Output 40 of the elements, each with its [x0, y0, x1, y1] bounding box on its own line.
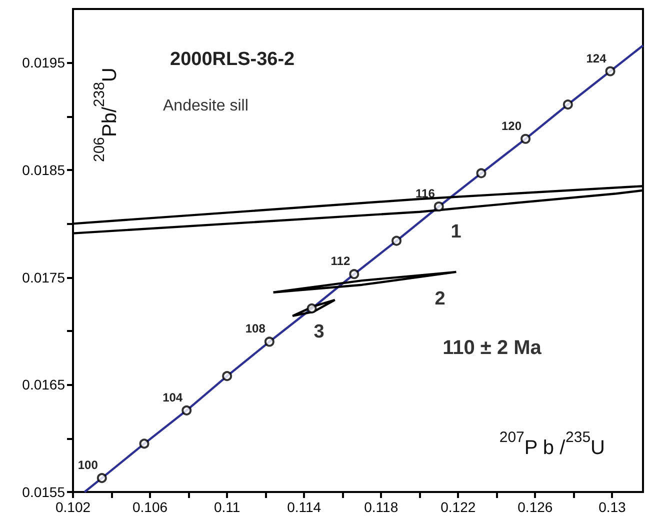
point [434, 201, 444, 212]
text: 2000RLS-36-2 [170, 49, 295, 70]
x-tick-label: 0.126 [518, 499, 553, 515]
y-axis-title: 206Pb/238U [91, 67, 121, 162]
annotation: 100 [78, 458, 98, 472]
x-tick-label: 0.114 [287, 499, 322, 515]
annotation: 1 [450, 222, 462, 242]
annotation: 112 [330, 254, 350, 268]
x-tick-label: 0.13 [598, 499, 626, 515]
point [139, 438, 150, 449]
point [562, 100, 573, 110]
point [392, 236, 402, 246]
point [520, 134, 531, 144]
x-tick-label: 0.102 [55, 499, 91, 515]
point [605, 66, 616, 76]
point [476, 168, 486, 178]
annotation: 108 [245, 322, 266, 336]
point [306, 303, 317, 314]
point [222, 371, 232, 382]
annotation: 2 [434, 288, 446, 310]
x-tick-label: 0.106 [132, 499, 168, 515]
y-tick-label: 0.0155 [22, 484, 66, 500]
point [264, 336, 274, 347]
y-tick-label: 0.0175 [22, 269, 66, 286]
point [349, 269, 360, 280]
y-tick-label: 0.0195 [22, 54, 66, 71]
annotation: 120 [502, 118, 522, 133]
point [182, 405, 192, 416]
annotation: 110 ± 2 Ma [442, 337, 542, 359]
x-tick-label: 0.122 [440, 499, 476, 515]
y-tick-label: 0.0185 [22, 162, 66, 178]
y-tick-label: 0.0165 [22, 376, 66, 393]
text: Andesite sill [163, 98, 248, 114]
x-tick-label: 0.11 [214, 499, 240, 515]
annotation: 116 [416, 186, 436, 200]
annotation: 124 [586, 51, 607, 66]
x-tick-label: 0.118 [364, 499, 398, 515]
annotation: 104 [162, 390, 183, 404]
annotation: 3 [314, 322, 324, 342]
point [96, 473, 107, 484]
